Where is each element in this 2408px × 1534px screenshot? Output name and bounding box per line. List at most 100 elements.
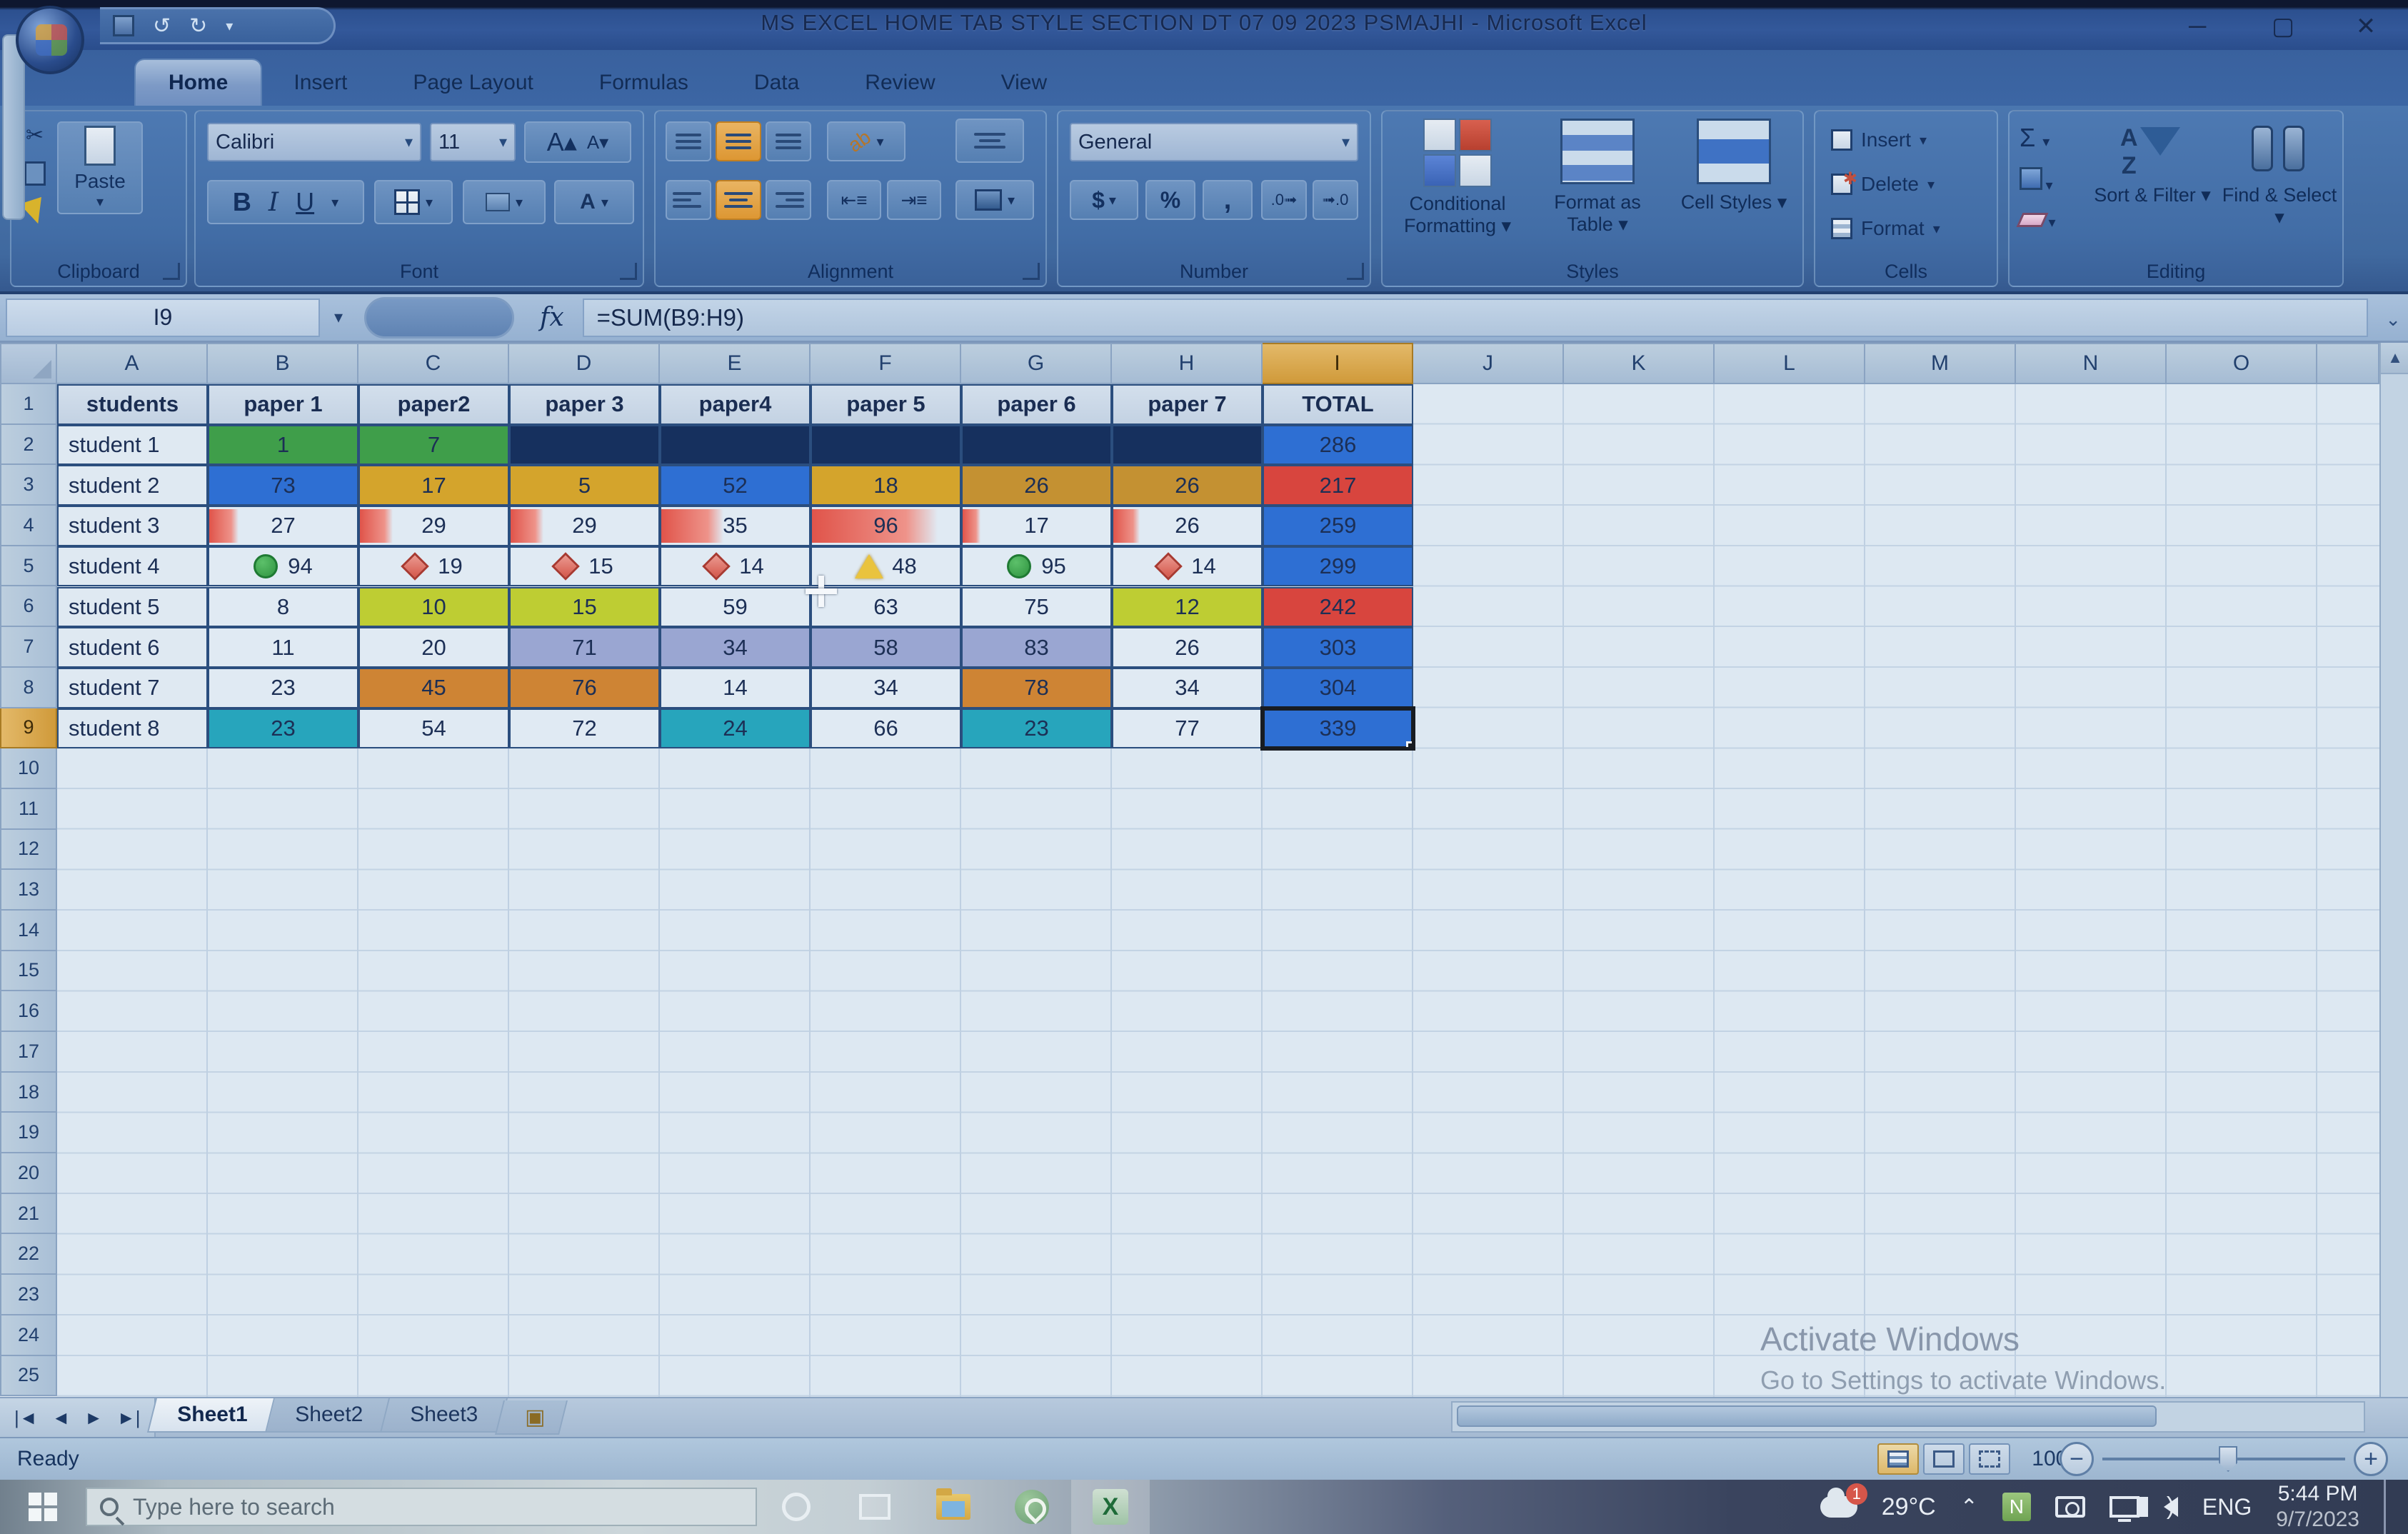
select-all-button[interactable] [0, 343, 57, 384]
cell-E9[interactable]: 24 [660, 708, 811, 749]
cell-C7[interactable]: 20 [358, 627, 509, 668]
cell-F2[interactable] [811, 424, 961, 466]
maximize-button[interactable]: ▢ [2271, 13, 2295, 40]
cell-A7[interactable]: student 6 [57, 627, 208, 668]
comma-style-button[interactable]: , [1203, 180, 1253, 220]
cell-C8[interactable]: 45 [358, 667, 509, 708]
row-header-13[interactable]: 13 [0, 870, 57, 911]
minimize-button[interactable]: ─ [2188, 12, 2207, 40]
tray-overflow-icon[interactable]: ⌃ [1960, 1495, 1978, 1519]
cell-C9[interactable]: 54 [358, 708, 509, 749]
row-header-4[interactable]: 4 [0, 506, 57, 546]
cell-G4[interactable]: 17 [961, 506, 1112, 546]
vertical-scrollbar-thumb[interactable] [2, 34, 25, 220]
row-header-16[interactable]: 16 [0, 991, 57, 1032]
ribbon-tab-data[interactable]: Data [753, 71, 800, 94]
cell-G2[interactable] [961, 424, 1112, 466]
cell-A3[interactable]: student 2 [57, 465, 208, 506]
cell-I1[interactable]: TOTAL [1263, 384, 1413, 425]
cell-B5[interactable]: 94 [208, 546, 358, 587]
column-header-N[interactable]: N [2016, 343, 2167, 384]
sheet-tab-sheet3[interactable]: Sheet3 [379, 1398, 508, 1433]
cell-C5[interactable]: 19 [358, 546, 509, 587]
font-color-button[interactable]: A ▾ [554, 180, 634, 224]
number-dialog-launcher[interactable] [1347, 263, 1364, 280]
orientation-button[interactable]: ab ▾ [827, 121, 905, 161]
row-header-20[interactable]: 20 [0, 1153, 57, 1194]
insert-function-pill[interactable] [364, 296, 514, 339]
cell-C2[interactable]: 7 [358, 424, 509, 466]
ribbon-tab-page-layout[interactable]: Page Layout [413, 71, 533, 94]
cell-H3[interactable]: 26 [1112, 465, 1263, 506]
row-header-2[interactable]: 2 [0, 424, 57, 466]
cell-E6[interactable]: 59 [660, 586, 811, 628]
insert-worksheet-tab[interactable]: ▣ [495, 1400, 568, 1435]
ribbon-tab-insert[interactable]: Insert [294, 71, 348, 94]
cell-H2[interactable] [1112, 424, 1263, 466]
cell-I3[interactable]: 217 [1263, 465, 1413, 506]
zoom-out-icon[interactable]: − [2060, 1442, 2094, 1476]
column-header-D[interactable]: D [509, 343, 660, 384]
row-header-14[interactable]: 14 [0, 910, 57, 951]
cell-D7[interactable]: 71 [509, 627, 660, 668]
show-desktop-button[interactable] [2384, 1480, 2398, 1534]
middle-align-button[interactable] [716, 121, 761, 161]
clock[interactable]: 5:44 PM 9/7/2023 [2276, 1481, 2359, 1533]
cell-D3[interactable]: 5 [509, 465, 660, 506]
paste-button[interactable]: Paste ▾ [57, 121, 143, 214]
sheet-nav-buttons[interactable]: |◄ ◄ ► ►| [0, 1398, 156, 1437]
bottom-align-button[interactable] [766, 121, 811, 161]
whatsapp-button[interactable] [993, 1480, 1071, 1534]
weather-button[interactable]: 1 [1820, 1483, 1867, 1518]
cortana-button[interactable] [757, 1480, 836, 1534]
font-size-combo[interactable]: 11 ▾ [430, 123, 516, 161]
fx-icon[interactable]: fx [540, 303, 564, 332]
column-header-F[interactable]: F [811, 343, 961, 384]
undo-icon[interactable]: ↺ [153, 14, 171, 38]
last-sheet-icon[interactable]: ►| [116, 1406, 141, 1428]
cell-F5[interactable]: 48 [811, 546, 961, 587]
cell-G6[interactable]: 75 [961, 586, 1112, 628]
cell-A6[interactable]: student 5 [57, 586, 208, 628]
start-button[interactable] [0, 1480, 86, 1534]
row-header-10[interactable]: 10 [0, 748, 57, 789]
page-layout-view-button[interactable] [1923, 1443, 1965, 1475]
row-header-3[interactable]: 3 [0, 465, 57, 506]
row-header-22[interactable]: 22 [0, 1234, 57, 1275]
page-break-view-button[interactable] [1969, 1443, 2011, 1475]
ribbon-tab-home[interactable]: Home [136, 60, 261, 106]
cell-F7[interactable]: 58 [811, 627, 961, 668]
first-sheet-icon[interactable]: |◄ [14, 1406, 38, 1428]
column-header-G[interactable]: G [961, 343, 1112, 384]
notepad-plus-icon[interactable]: N [2002, 1493, 2031, 1521]
wrap-text-button[interactable] [955, 119, 1024, 163]
task-view-button[interactable] [836, 1480, 914, 1534]
row-header-24[interactable]: 24 [0, 1315, 57, 1356]
cell-G1[interactable]: paper 6 [961, 384, 1112, 425]
ribbon-tab-review[interactable]: Review [865, 71, 935, 94]
cut-icon[interactable]: ✂ [26, 124, 44, 147]
cell-E4[interactable]: 35 [660, 506, 811, 546]
column-header-C[interactable]: C [358, 343, 509, 384]
cell-H1[interactable]: paper 7 [1112, 384, 1263, 425]
cell-I2[interactable]: 286 [1263, 424, 1413, 466]
column-header-E[interactable]: E [660, 343, 811, 384]
insert-cells-button[interactable]: Insert ▾ [1824, 121, 1991, 159]
row-header-11[interactable]: 11 [0, 788, 57, 830]
cell-H5[interactable]: 14 [1112, 546, 1263, 587]
column-header-M[interactable]: M [1865, 343, 2016, 384]
row-header-21[interactable]: 21 [0, 1193, 57, 1235]
grow-shrink-font-buttons[interactable]: A▴ A▾ [524, 121, 631, 163]
excel-taskbar-button[interactable]: X [1071, 1480, 1150, 1534]
center-button[interactable] [716, 180, 761, 220]
cell-A1[interactable]: students [57, 384, 208, 425]
conditional-formatting-button[interactable]: Conditional Formatting ▾ [1390, 119, 1525, 237]
cell-B8[interactable]: 23 [208, 667, 358, 708]
redo-icon[interactable]: ↻ [189, 14, 208, 38]
cell-F8[interactable]: 34 [811, 667, 961, 708]
column-header-I[interactable]: I [1263, 343, 1413, 384]
font-name-combo[interactable]: Calibri ▾ [207, 123, 421, 161]
top-align-button[interactable] [666, 121, 711, 161]
cell-E3[interactable]: 52 [660, 465, 811, 506]
